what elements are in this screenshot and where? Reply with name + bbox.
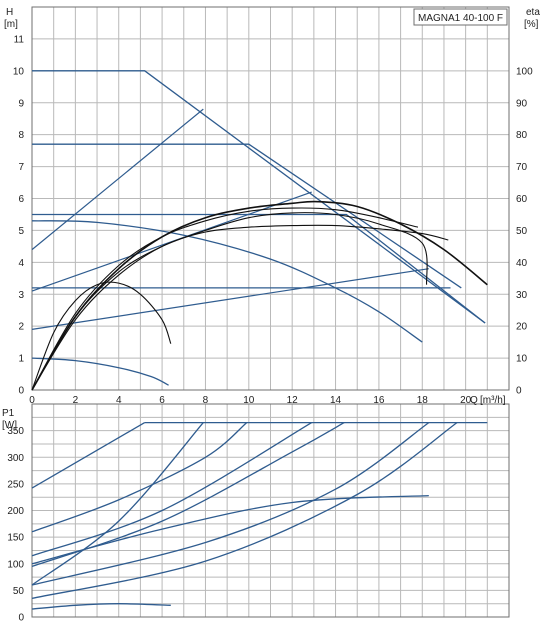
y-tick-label: 6 xyxy=(18,194,24,205)
y-tick-label: 11 xyxy=(14,34,25,45)
power-curve xyxy=(31,422,313,557)
y-tick-label: 3 xyxy=(18,290,24,301)
y-tick-label: 8 xyxy=(18,130,24,141)
p1-tick-label: 0 xyxy=(18,613,24,624)
p1-tick-label: 300 xyxy=(7,453,24,464)
x-tick-label: 0 xyxy=(29,395,35,406)
power-curve xyxy=(31,603,171,610)
y2-tick-label: 50 xyxy=(516,226,528,237)
x-tick-label: 20 xyxy=(460,395,472,406)
y-tick-label: 4 xyxy=(18,258,24,269)
power-curve xyxy=(31,422,248,533)
x-tick-label: 16 xyxy=(373,395,385,406)
x-axis-unit: [m³/h] xyxy=(480,395,506,406)
y2-tick-label: 80 xyxy=(516,130,528,141)
efficiency-curve xyxy=(31,281,172,391)
head-curve xyxy=(31,220,423,343)
power-curve xyxy=(31,422,458,600)
head-curve xyxy=(31,357,169,386)
y2-tick-label: 100 xyxy=(516,66,533,77)
y-tick-label: 5 xyxy=(18,226,24,237)
system-curve xyxy=(31,108,204,251)
top-chart-grid xyxy=(32,6,509,390)
bottom-chart-frame xyxy=(31,403,510,618)
power-curve xyxy=(31,422,204,586)
y-tick-label: 1 xyxy=(18,354,24,365)
x-tick-label: 18 xyxy=(417,395,429,406)
x-axis-label-Q: Q xyxy=(470,395,478,406)
y2-tick-label: 40 xyxy=(516,258,528,269)
y-axis-label-P1: P1 xyxy=(2,408,15,419)
x-tick-label: 14 xyxy=(330,395,342,406)
power-curve xyxy=(31,494,429,565)
y2-axis-label-eta: eta xyxy=(526,7,540,18)
p1-tick-label: 250 xyxy=(7,479,24,490)
y2-tick-label: 30 xyxy=(516,290,528,301)
y2-tick-label: 60 xyxy=(516,194,528,205)
y-tick-label: 9 xyxy=(18,98,24,109)
x-tick-label: 12 xyxy=(287,395,299,406)
x-tick-label: 6 xyxy=(159,395,165,406)
y-tick-label: 0 xyxy=(18,386,24,397)
top-chart-curves xyxy=(31,70,488,391)
x-tick-label: 2 xyxy=(73,395,79,406)
y2-tick-label: 70 xyxy=(516,162,528,173)
bottom-chart-curves xyxy=(31,421,488,610)
power-curve xyxy=(31,422,146,489)
bottom-chart-ticks: 0 50 100 150 200 250 300 350 xyxy=(7,426,24,623)
y2-tick-label: 90 xyxy=(516,98,528,109)
x-tick-label: 8 xyxy=(203,395,209,406)
efficiency-curve xyxy=(31,207,419,391)
top-chart-frame xyxy=(31,6,510,391)
head-curve xyxy=(32,213,486,324)
y-tick-label: 10 xyxy=(13,66,25,77)
y2-tick-label: 0 xyxy=(516,386,522,397)
title-box xyxy=(413,8,508,26)
p1-tick-label: 50 xyxy=(13,586,25,597)
y-axis-unit-W: [W] xyxy=(2,420,17,431)
p1-tick-label: 350 xyxy=(7,426,24,437)
x-tick-label: 10 xyxy=(243,395,255,406)
p1-tick-label: 150 xyxy=(7,533,24,544)
bottom-chart-grid xyxy=(32,404,509,617)
y-axis-unit-m: [m] xyxy=(4,19,18,30)
head-curve xyxy=(32,143,462,289)
efficiency-curve xyxy=(31,200,488,391)
chart-title: MAGNA1 40-100 F xyxy=(418,13,503,24)
y2-tick-label: 20 xyxy=(516,322,528,333)
y2-tick-label: 10 xyxy=(516,354,528,365)
y-tick-label: 2 xyxy=(18,322,24,333)
p1-tick-label: 200 xyxy=(7,506,24,517)
efficiency-curve xyxy=(31,224,449,391)
y-tick-label: 7 xyxy=(18,162,24,173)
power-curve xyxy=(31,422,430,586)
head-curve xyxy=(32,70,486,324)
system-curve xyxy=(31,268,429,330)
p1-tick-label: 100 xyxy=(7,559,24,570)
efficiency-curve xyxy=(31,212,428,391)
y-axis-label-H: H xyxy=(6,7,13,18)
x-tick-label: 4 xyxy=(116,395,122,406)
y2-axis-unit-pct: [%] xyxy=(524,19,539,30)
